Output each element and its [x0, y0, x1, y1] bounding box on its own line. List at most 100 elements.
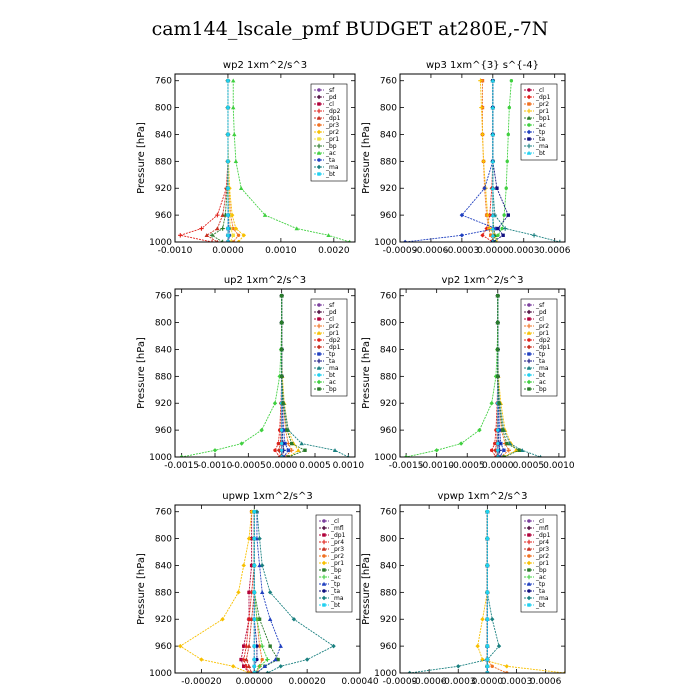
x-tick-label: 0.0020: [318, 246, 350, 256]
data-point: [278, 664, 283, 669]
legend-marker: [316, 379, 322, 385]
data-point: [495, 186, 499, 190]
data-point: [179, 454, 184, 457]
legend-box: [310, 298, 348, 397]
data-point: [326, 233, 331, 237]
legend-marker: [322, 568, 326, 572]
y-tick-label: 840: [380, 345, 397, 355]
y-tick-label: 960: [380, 211, 397, 221]
legend-marker: [526, 574, 532, 580]
legend-label: _pr4: [330, 539, 344, 546]
series-line-dp1: [205, 80, 229, 242]
data-point: [539, 454, 542, 457]
legend-marker: [527, 317, 531, 321]
data-point: [281, 401, 285, 405]
series-line-ta: [492, 80, 509, 242]
data-point: [236, 590, 241, 595]
data-point: [279, 428, 284, 432]
legend-marker: [316, 108, 322, 114]
data-point: [246, 643, 252, 648]
data-point: [226, 240, 230, 242]
data-point: [507, 105, 512, 110]
data-point: [501, 233, 505, 237]
y-tick-label: 880: [380, 157, 397, 167]
legend-label: _tp: [325, 351, 335, 358]
legend-marker: [322, 533, 326, 537]
legend-marker: [527, 589, 531, 593]
data-point: [332, 448, 338, 452]
y-tick-label: 1000: [374, 453, 397, 463]
data-point: [506, 448, 511, 453]
legend-label: _sf: [535, 302, 545, 309]
legend-marker: [527, 88, 531, 92]
legend-marker: [317, 338, 321, 342]
panel-title: wp2 1xm^2/s^3: [223, 60, 307, 71]
data-point: [242, 644, 246, 648]
legend-marker: [317, 88, 321, 92]
data-point: [236, 233, 241, 237]
legend-label: _pr3: [330, 546, 344, 553]
legend-label: _dp1: [535, 344, 551, 351]
x-tick-label: 0.0010: [543, 461, 575, 471]
legend-label: _dp2: [535, 337, 551, 344]
y-tick-label: 800: [155, 104, 172, 114]
data-point: [252, 563, 256, 568]
data-point: [273, 448, 277, 452]
legend: _sf_pd_cl_pr2_pr1_dp2_dp1_tp_ta_ma_bt_ac…: [520, 298, 558, 397]
y-tick-label: 1000: [149, 453, 172, 463]
data-point: [475, 643, 480, 649]
data-point: [348, 239, 351, 242]
data-point: [493, 448, 498, 453]
legend-marker: [527, 568, 531, 572]
y-axis-label: Pressure [hPa]: [136, 122, 147, 194]
data-point: [252, 510, 256, 514]
legend-marker: [526, 344, 532, 350]
data-point: [456, 664, 461, 669]
legend-marker: [316, 164, 322, 170]
legend-marker: [321, 546, 327, 551]
legend-marker: [321, 595, 327, 601]
x-tick-label: -0.0015: [164, 461, 199, 471]
legend-label: _bt: [535, 372, 546, 379]
data-point: [490, 186, 496, 190]
data-point: [257, 617, 262, 621]
legend-label: _pr1: [325, 136, 339, 143]
legend-label: _cl: [325, 101, 334, 108]
legend-marker: [526, 108, 532, 114]
legend-marker: [317, 158, 321, 162]
y-tick-label: 840: [380, 561, 397, 571]
series-line-pr3: [227, 80, 240, 242]
legend-label: _sf: [325, 87, 335, 94]
data-point: [496, 347, 500, 352]
x-tick-label: 0.0000: [482, 461, 514, 471]
x-tick-label: 0.00040: [341, 677, 378, 687]
data-point: [403, 454, 409, 457]
legend-label: _pr2: [535, 101, 549, 108]
legend-label: _sf: [325, 302, 335, 309]
legend-marker: [527, 554, 531, 558]
data-point: [480, 132, 485, 137]
legend-label: _dp2: [325, 337, 341, 344]
data-point: [289, 441, 294, 446]
legend-marker: [322, 554, 326, 558]
data-point: [257, 536, 262, 541]
legend-label: _pr3: [325, 122, 339, 129]
plot-frame: [174, 504, 361, 674]
data-point: [260, 563, 265, 568]
legend-marker: [527, 387, 531, 391]
series-group: [178, 509, 336, 673]
data-point: [496, 320, 500, 325]
legend-marker: [526, 560, 532, 566]
series-line-pr2: [281, 295, 293, 457]
data-point: [479, 105, 484, 110]
data-point: [209, 239, 215, 242]
legend-label: _pr1: [330, 560, 344, 567]
data-point: [504, 664, 509, 669]
legend-label: _pd: [535, 309, 547, 316]
legend-label: _bt: [330, 602, 341, 609]
legend-marker: [526, 358, 532, 364]
data-point: [209, 233, 215, 238]
data-point: [489, 233, 493, 237]
legend-marker: [316, 323, 322, 329]
y-tick-label: 800: [380, 535, 397, 545]
